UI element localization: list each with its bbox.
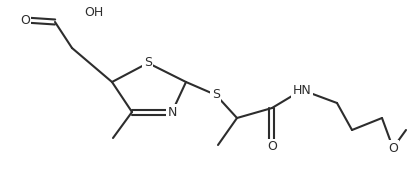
Text: S: S [212,89,220,102]
Text: O: O [388,142,398,155]
Text: S: S [144,56,152,70]
Text: HN: HN [293,84,311,97]
Text: OH: OH [84,7,103,20]
Text: N: N [167,105,177,118]
Text: O: O [20,13,30,26]
Text: O: O [267,141,277,153]
